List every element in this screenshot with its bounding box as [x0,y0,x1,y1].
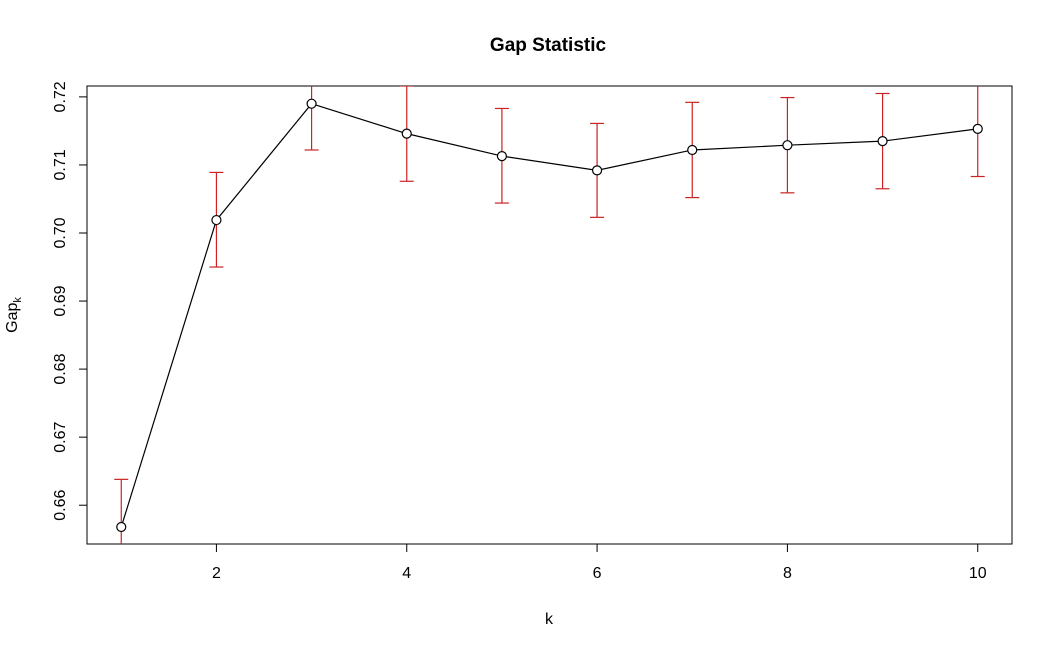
y-axis-label: Gapk [4,297,24,333]
x-axis: 2 4 6 8 10 [212,544,987,582]
x-tick-label: 6 [593,565,602,582]
data-point [496,150,508,162]
x-tick-label: 4 [402,565,411,582]
y-axis: 0.66 0.67 0.68 0.69 0.70 0.71 0.72 [52,81,87,521]
y-tick-label: 0.70 [52,217,69,248]
y-tick-label: 0.72 [52,81,69,112]
data-point [401,128,412,139]
data-point [211,214,222,226]
data-point [116,521,127,533]
series-line [120,102,978,528]
x-tick-label: 10 [969,565,987,582]
x-axis-label: k [545,611,554,628]
x-tick-label: 8 [783,565,792,582]
y-axis-label-main: Gap [4,303,21,333]
data-point [306,98,317,109]
data-point [591,165,603,176]
y-tick-label: 0.68 [52,353,69,384]
y-tick-label: 0.69 [52,285,69,316]
x-tick-label: 2 [212,565,221,582]
data-points [116,98,983,533]
y-tick-label: 0.71 [52,149,69,180]
chart-title: Gap Statistic [490,35,607,56]
data-point [877,136,888,147]
data-point [972,123,983,134]
data-point [687,144,698,156]
data-point [782,140,793,151]
y-tick-label: 0.67 [52,421,69,452]
plot-frame [86,85,1013,545]
y-tick-label: 0.66 [52,490,69,521]
y-axis-label-subscript: k [12,297,24,303]
